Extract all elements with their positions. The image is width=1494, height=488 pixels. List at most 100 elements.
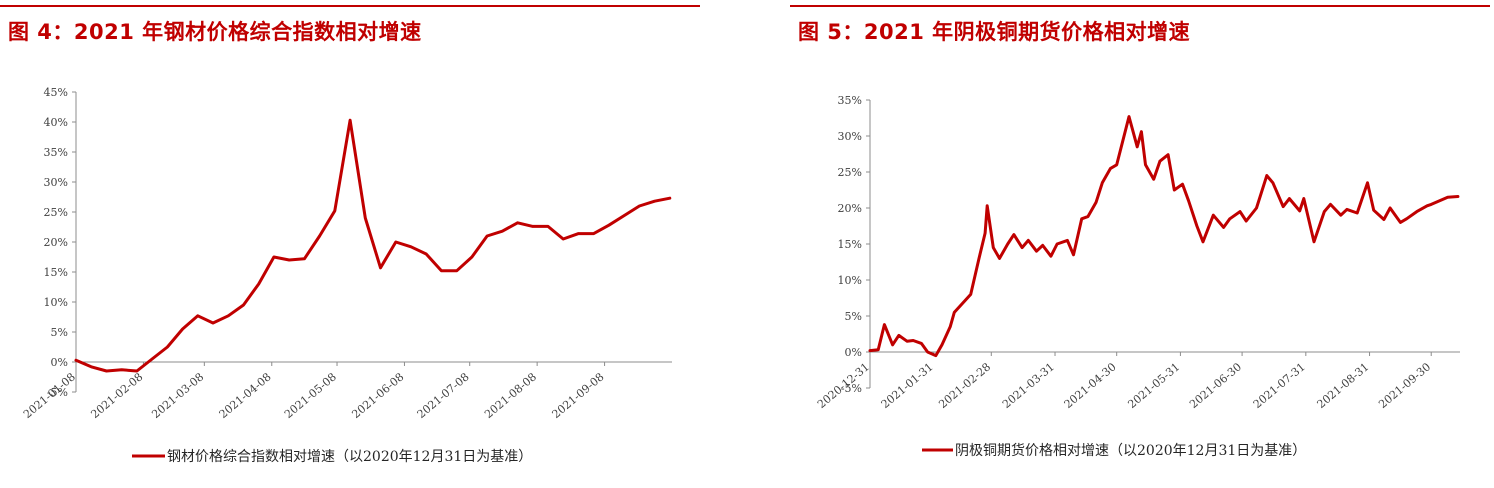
data-point <box>531 225 534 228</box>
x-tick-label: 2021-08-31 <box>1315 360 1372 411</box>
x-tick-label: 2021-05-31 <box>1125 360 1182 411</box>
data-point <box>1399 221 1402 224</box>
data-point <box>303 257 306 260</box>
top-rule <box>0 5 700 7</box>
data-point <box>1425 204 1429 208</box>
data-point <box>440 269 443 272</box>
data-point <box>1187 199 1190 202</box>
data-point <box>409 245 413 248</box>
data-point <box>926 350 929 354</box>
data-point <box>592 232 595 235</box>
y-tick-label: 30% <box>838 130 862 143</box>
data-point <box>1388 206 1392 210</box>
data-point <box>891 343 894 346</box>
data-point <box>1323 210 1326 213</box>
data-point <box>653 200 656 203</box>
data-point <box>1329 203 1332 206</box>
data-point <box>105 369 108 373</box>
y-tick-label: -5% <box>47 386 68 399</box>
y-tick-label: 0% <box>51 356 68 369</box>
data-point <box>1356 211 1359 215</box>
x-tick-label: 2021-08-08 <box>482 370 539 421</box>
data-point <box>485 234 489 238</box>
y-tick-label: 20% <box>44 236 68 249</box>
data-point <box>1415 210 1419 213</box>
y-tick-label: 25% <box>44 206 68 219</box>
data-point <box>1136 145 1139 148</box>
x-tick-label: 2021-02-28 <box>936 360 993 411</box>
data-point <box>1298 209 1301 213</box>
x-tick-label: 2021-04-08 <box>217 370 274 421</box>
legend-label: 钢材价格综合指数相对增速（以2020年12月31日为基准） <box>167 448 532 465</box>
data-point <box>1101 181 1104 184</box>
data-point <box>318 234 321 238</box>
data-point <box>1181 183 1184 186</box>
y-tick-label: 40% <box>44 116 68 129</box>
data-point <box>1115 163 1118 166</box>
data-point <box>1041 244 1044 247</box>
figure-title: 图 5：2021 年阴极铜期货价格相对增速 <box>798 20 1191 44</box>
data-point <box>577 232 580 235</box>
data-point <box>135 369 139 373</box>
data-point <box>1382 218 1386 221</box>
data-point <box>1072 253 1075 256</box>
data-point <box>953 311 956 314</box>
data-point <box>470 255 474 259</box>
data-point <box>992 246 995 249</box>
data-point <box>883 323 886 326</box>
series-line <box>74 118 672 373</box>
y-tick-label: 10% <box>44 296 68 309</box>
data-point <box>1055 242 1059 246</box>
data-point <box>333 209 337 212</box>
data-point <box>911 339 915 342</box>
data-point <box>1255 206 1258 210</box>
data-point <box>1228 217 1231 220</box>
steel-line-chart: -5% 0% 5% 10% 15% 20% 25% 30% 35% 40% 45% 2021-01-0… <box>21 86 672 465</box>
data-point <box>1302 197 1305 200</box>
copper-line-chart: -5%0%5%10%15%20%25%30%35%2020-12-31 2021-… <box>815 94 1460 459</box>
y-tick-label: 25% <box>838 166 862 179</box>
data-point <box>1094 201 1098 204</box>
data-point <box>905 340 909 343</box>
data-point <box>90 365 93 368</box>
data-point <box>977 257 981 260</box>
data-point <box>1271 181 1275 184</box>
data-point <box>920 342 923 345</box>
data-point <box>1446 196 1449 199</box>
data-point <box>272 255 276 259</box>
y-tick-label: 35% <box>44 146 68 159</box>
data-point <box>1288 197 1291 200</box>
data-point <box>1035 250 1038 253</box>
data-point <box>120 368 123 371</box>
x-tick-label: 2021-06-30 <box>1187 360 1244 411</box>
data-point <box>196 314 200 317</box>
data-point <box>394 240 397 244</box>
x-tick-label: 2021-06-08 <box>349 370 406 421</box>
x-tick-label: 2021-03-31 <box>1000 360 1057 411</box>
y-tick-label: 20% <box>838 202 862 215</box>
data-point <box>364 216 367 220</box>
data-point <box>1020 246 1024 249</box>
x-tick-label: 2021-04-30 <box>1062 360 1119 411</box>
data-point <box>607 224 611 227</box>
data-point <box>1049 255 1053 258</box>
data-point <box>983 232 987 235</box>
data-point <box>1066 239 1069 242</box>
data-point <box>546 225 550 228</box>
data-point <box>1345 208 1349 211</box>
y-tick-label: 5% <box>845 310 862 323</box>
x-tick-label: 2021-09-30 <box>1376 360 1433 411</box>
data-point <box>211 321 215 325</box>
data-point <box>425 252 428 256</box>
data-point <box>1127 115 1131 118</box>
data-point <box>379 266 382 269</box>
x-tick-label: 2021-03-08 <box>149 370 206 421</box>
x-tick-label: 2021-01-31 <box>879 360 936 411</box>
data-point <box>638 204 641 208</box>
y-tick-label: 5% <box>51 326 68 339</box>
data-point <box>1339 214 1342 217</box>
y-tick-label: 0% <box>845 346 862 359</box>
data-point <box>1152 178 1155 181</box>
data-point <box>166 345 169 349</box>
y-tick-label: 15% <box>838 238 862 251</box>
